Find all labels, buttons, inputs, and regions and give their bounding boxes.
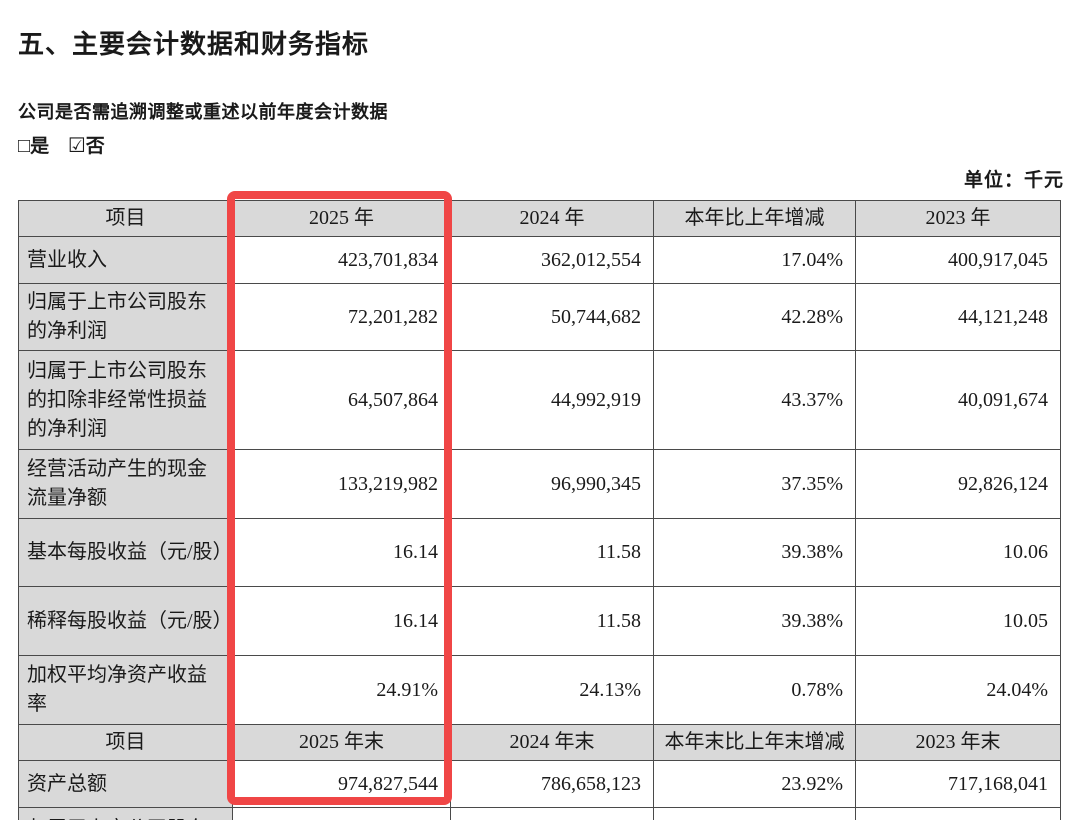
option-yes: □是 bbox=[18, 135, 50, 157]
table-row-operating-cash-flow: 经营活动产生的现金流量净额 133,219,982 96,990,345 37.… bbox=[18, 449, 1061, 519]
value-2023: 197,708,052 bbox=[855, 807, 1061, 820]
value-2025: 64,507,864 bbox=[232, 350, 451, 450]
restatement-question: 公司是否需追溯调整或重述以前年度会计数据 bbox=[18, 102, 388, 122]
value-change: 0.78% bbox=[653, 655, 856, 725]
value-2024: 96,990,345 bbox=[450, 449, 654, 519]
checkbox-checked-icon: ☑ bbox=[67, 135, 86, 157]
row-label: 营业收入 bbox=[18, 236, 233, 284]
option-no-label: 否 bbox=[85, 136, 105, 157]
value-2024: 24.13% bbox=[450, 655, 654, 725]
col-header-item: 项目 bbox=[18, 200, 233, 237]
table-row-net-assets: 归属于上市公司股东的净资产 337,107,747 246,930,033 36… bbox=[18, 807, 1061, 820]
col-header-2023: 2023 年 bbox=[855, 200, 1061, 237]
col-header-change-eop: 本年末比上年末增减 bbox=[653, 724, 856, 761]
col-header-2025-eop: 2025 年末 bbox=[232, 724, 451, 761]
option-no: ☑否 bbox=[67, 135, 105, 157]
value-2024: 362,012,554 bbox=[450, 236, 654, 284]
table-row-basic-eps: 基本每股收益（元/股） 16.14 11.58 39.38% 10.06 bbox=[18, 518, 1061, 587]
col-header-2025: 2025 年 bbox=[232, 200, 451, 237]
table-header-eop: 项目 2025 年末 2024 年末 本年末比上年末增减 2023 年末 bbox=[18, 724, 1061, 761]
value-2024: 44,992,919 bbox=[450, 350, 654, 450]
table-row-net-profit-excl-nonrecurring: 归属于上市公司股东的扣除非经常性损益的净利润 64,507,864 44,992… bbox=[18, 350, 1061, 450]
table-header-period: 项目 2025 年 2024 年 本年比上年增减 2023 年 bbox=[18, 200, 1061, 237]
value-change: 17.04% bbox=[653, 236, 856, 284]
col-header-2023-eop: 2023 年末 bbox=[855, 724, 1061, 761]
row-label: 归属于上市公司股东的净利润 bbox=[18, 283, 233, 351]
row-label: 归属于上市公司股东的扣除非经常性损益的净利润 bbox=[18, 350, 233, 450]
row-label: 加权平均净资产收益率 bbox=[18, 655, 233, 725]
row-label: 资产总额 bbox=[18, 760, 233, 808]
value-change: 43.37% bbox=[653, 350, 856, 450]
value-2025: 974,827,544 bbox=[232, 760, 451, 808]
col-header-2024: 2024 年 bbox=[450, 200, 654, 237]
value-2023: 717,168,041 bbox=[855, 760, 1061, 808]
unit-note: 单位：千元 bbox=[963, 170, 1064, 191]
table-row-diluted-eps: 稀释每股收益（元/股） 16.14 11.58 39.38% 10.05 bbox=[18, 586, 1061, 656]
value-change: 23.92% bbox=[653, 760, 856, 808]
table-row-weighted-avg-roe: 加权平均净资产收益率 24.91% 24.13% 0.78% 24.04% bbox=[18, 655, 1061, 725]
value-2025: 133,219,982 bbox=[232, 449, 451, 519]
value-2024: 246,930,033 bbox=[450, 807, 654, 820]
table-row-net-profit: 归属于上市公司股东的净利润 72,201,282 50,744,682 42.2… bbox=[18, 283, 1061, 351]
value-2024: 11.58 bbox=[450, 518, 654, 587]
row-label: 经营活动产生的现金流量净额 bbox=[18, 449, 233, 519]
value-change: 39.38% bbox=[653, 586, 856, 656]
value-2025: 16.14 bbox=[232, 586, 451, 656]
checkbox-unchecked-icon: □ bbox=[18, 135, 31, 157]
option-yes-label: 是 bbox=[30, 136, 50, 157]
value-2024: 786,658,123 bbox=[450, 760, 654, 808]
value-2025: 423,701,834 bbox=[232, 236, 451, 284]
value-2025: 24.91% bbox=[232, 655, 451, 725]
value-2023: 10.05 bbox=[855, 586, 1061, 656]
restatement-options: □是 ☑否 bbox=[18, 131, 119, 158]
col-header-2024-eop: 2024 年末 bbox=[450, 724, 654, 761]
value-2023: 44,121,248 bbox=[855, 283, 1061, 351]
row-label: 基本每股收益（元/股） bbox=[18, 518, 233, 587]
col-header-item-eop: 项目 bbox=[18, 724, 233, 761]
value-2023: 10.06 bbox=[855, 518, 1061, 587]
value-change: 37.35% bbox=[653, 449, 856, 519]
value-2024: 50,744,682 bbox=[450, 283, 654, 351]
row-label: 归属于上市公司股东的净资产 bbox=[18, 807, 233, 820]
value-2023: 24.04% bbox=[855, 655, 1061, 725]
row-label: 稀释每股收益（元/股） bbox=[18, 586, 233, 656]
value-2025: 72,201,282 bbox=[232, 283, 451, 351]
value-change: 36.52% bbox=[653, 807, 856, 820]
value-2023: 400,917,045 bbox=[855, 236, 1061, 284]
value-2023: 40,091,674 bbox=[855, 350, 1061, 450]
table-row-revenue: 营业收入 423,701,834 362,012,554 17.04% 400,… bbox=[18, 236, 1061, 284]
col-header-change: 本年比上年增减 bbox=[653, 200, 856, 237]
value-2024: 11.58 bbox=[450, 586, 654, 656]
value-2023: 92,826,124 bbox=[855, 449, 1061, 519]
value-change: 42.28% bbox=[653, 283, 856, 351]
table-row-total-assets: 资产总额 974,827,544 786,658,123 23.92% 717,… bbox=[18, 760, 1061, 808]
key-financials-table: 项目 2025 年 2024 年 本年比上年增减 2023 年 营业收入 423… bbox=[18, 200, 1061, 820]
section-title: 五、主要会计数据和财务指标 bbox=[18, 30, 370, 59]
value-change: 39.38% bbox=[653, 518, 856, 587]
value-2025: 337,107,747 bbox=[232, 807, 451, 820]
value-2025: 16.14 bbox=[232, 518, 451, 587]
